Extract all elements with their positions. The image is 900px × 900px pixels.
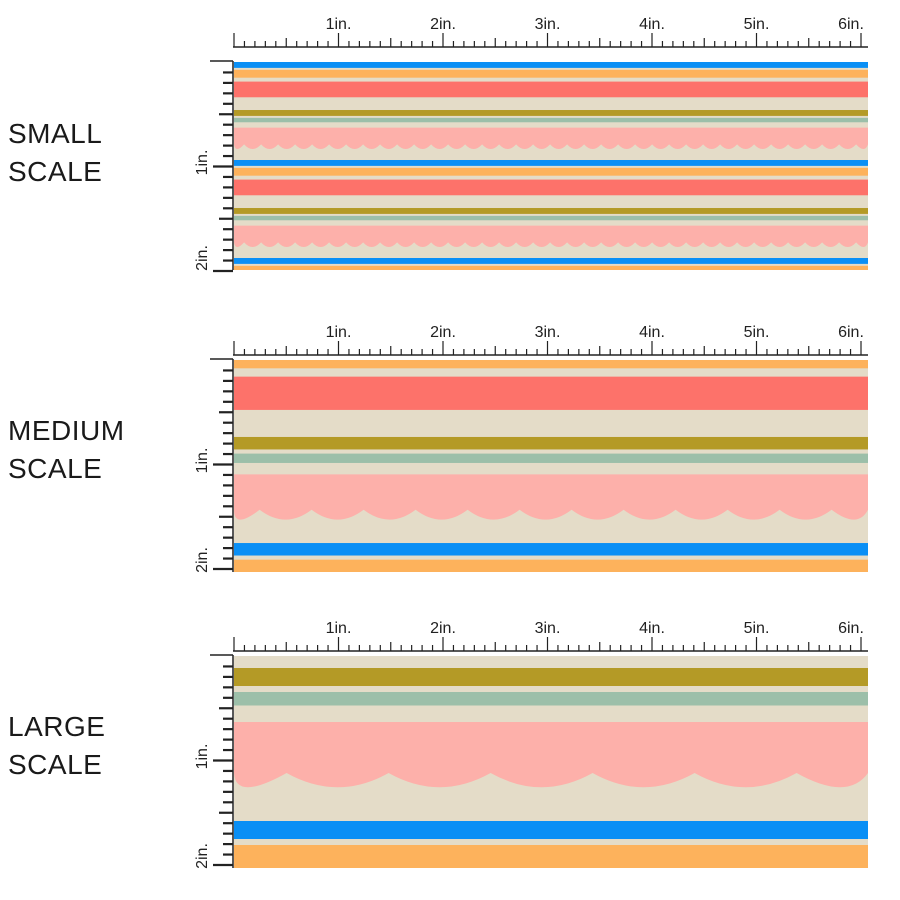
fabric-pattern: [234, 62, 868, 270]
ruler-label-5in: 5in.: [744, 620, 770, 637]
large-scale-label: LARGE SCALE: [8, 708, 105, 784]
fabric-pattern: [234, 656, 868, 868]
label-line-1: MEDIUM: [8, 415, 125, 446]
label-line-2: SCALE: [8, 749, 103, 780]
orange-stripe: [234, 167, 868, 176]
ruler-label-5in: 5in.: [744, 16, 770, 33]
side-ruler: 1in. 2in.: [194, 654, 234, 869]
sage-stripe: [234, 453, 868, 463]
red-stripe: [234, 81, 868, 98]
side-ruler-label-2in: 2in.: [194, 245, 211, 271]
top-ruler: 1in. 2in. 3in. 4in. 5in. 6in.: [233, 620, 868, 652]
blue-stripe: [234, 160, 868, 166]
medium-scale-label: MEDIUM SCALE: [8, 412, 125, 488]
pink-scallop-stripe: [234, 722, 868, 788]
label-line-1: LARGE: [8, 711, 106, 742]
small-scale-panel: 1in. 2in. 3in. 4in. 5in. 6in. 1in. 2in.: [194, 16, 868, 273]
orange-stripe: [234, 845, 868, 868]
pink-scallop-stripe: [234, 225, 868, 247]
sage-stripe: [234, 215, 868, 221]
ruler-label-2in: 2in.: [430, 620, 456, 637]
ruler-label-2in: 2in.: [430, 16, 456, 33]
blue-stripe: [234, 62, 868, 68]
red-stripe: [234, 179, 868, 196]
orange-stripe: [234, 69, 868, 78]
fabric-pattern: [234, 360, 868, 572]
ruler-label-6in: 6in.: [838, 16, 864, 33]
orange-stripe: [234, 265, 868, 270]
top-ruler: 1in. 2in. 3in. 4in. 5in. 6in.: [233, 16, 868, 48]
ruler-label-4in: 4in.: [639, 620, 665, 637]
ruler-label-1in: 1in.: [326, 16, 352, 33]
label-line-2: SCALE: [8, 453, 103, 484]
ruler-label-4in: 4in.: [639, 324, 665, 341]
side-ruler: 1in. 2in.: [194, 358, 234, 573]
side-ruler-label-1in: 1in.: [194, 448, 211, 474]
red-stripe: [234, 376, 868, 410]
blue-stripe: [234, 543, 868, 556]
side-ruler: 1in. 2in.: [194, 60, 234, 273]
ruler-label-3in: 3in.: [535, 16, 561, 33]
label-line-1: SMALL: [8, 118, 103, 149]
medium-scale-panel: 1in. 2in. 3in. 4in. 5in. 6in. 1in. 2in.: [194, 324, 868, 573]
olive-stripe: [234, 208, 868, 214]
ruler-label-6in: 6in.: [838, 620, 864, 637]
ruler-label-2in: 2in.: [430, 324, 456, 341]
blue-stripe: [234, 821, 868, 839]
olive-stripe: [234, 110, 868, 116]
orange-stripe: [234, 360, 868, 369]
ruler-label-1in: 1in.: [326, 324, 352, 341]
sage-stripe: [234, 692, 868, 706]
olive-stripe: [234, 436, 868, 450]
sage-stripe: [234, 117, 868, 123]
label-line-2: SCALE: [8, 156, 103, 187]
blue-stripe: [234, 258, 868, 264]
ruler-label-3in: 3in.: [535, 620, 561, 637]
ruler-label-4in: 4in.: [639, 16, 665, 33]
ruler-label-3in: 3in.: [535, 324, 561, 341]
side-ruler-label-2in: 2in.: [194, 843, 211, 869]
side-ruler-label-1in: 1in.: [194, 744, 211, 770]
pink-scallop-stripe: [234, 474, 868, 520]
ruler-label-1in: 1in.: [326, 620, 352, 637]
large-scale-panel: 1in. 2in. 3in. 4in. 5in. 6in. 1in. 2in.: [194, 620, 868, 869]
top-ruler: 1in. 2in. 3in. 4in. 5in. 6in.: [233, 324, 868, 356]
side-ruler-label-2in: 2in.: [194, 547, 211, 573]
olive-stripe: [234, 668, 868, 686]
ruler-label-5in: 5in.: [744, 324, 770, 341]
pink-scallop-stripe: [234, 127, 868, 149]
ruler-label-6in: 6in.: [838, 324, 864, 341]
orange-stripe: [234, 559, 868, 572]
small-scale-label: SMALL SCALE: [8, 115, 102, 191]
side-ruler-label-1in: 1in.: [194, 150, 211, 176]
